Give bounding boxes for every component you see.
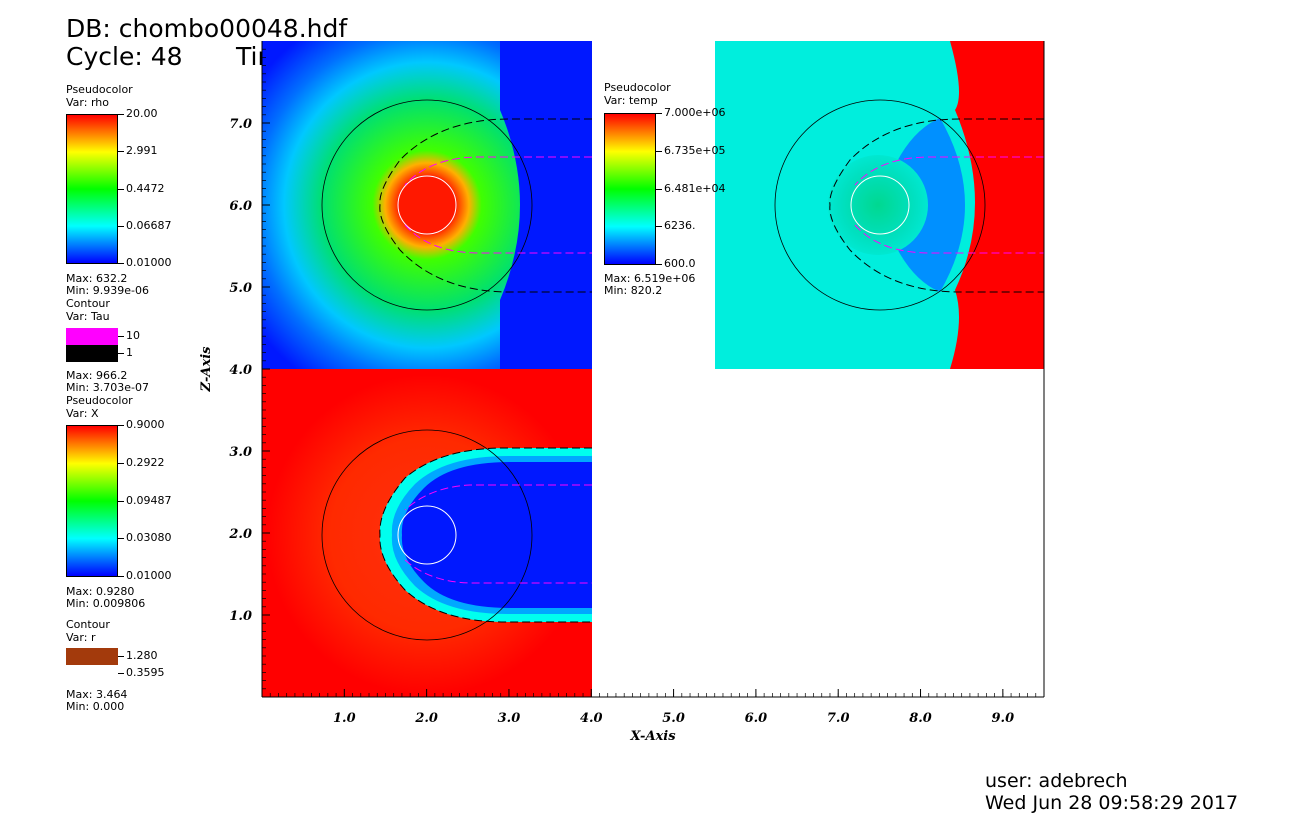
- colorbar-label: 6.735e+05: [664, 144, 726, 157]
- colorbar-tick: [118, 263, 124, 264]
- r-level-1280: 1.280: [126, 649, 158, 662]
- colorbar-label: 0.01000: [126, 569, 172, 582]
- colorbar-tick: [656, 151, 662, 152]
- colorbar-label: 20.00: [126, 107, 158, 120]
- colorbar-label: 0.9000: [126, 418, 165, 431]
- x-field: [262, 369, 592, 697]
- temp-field: [715, 41, 1044, 369]
- tau-legend-var: Var: Tau: [66, 310, 110, 323]
- date-label: Wed Jun 28 09:58:29 2017: [985, 792, 1239, 814]
- colorbar-tick: [118, 114, 124, 115]
- temp-colorbar: [604, 113, 656, 265]
- r-min: Min: 0.000: [66, 700, 125, 713]
- user-label: user: adebrech: [985, 770, 1128, 792]
- rho-legend-type: Pseudocolor: [66, 83, 133, 96]
- tau-legend-type: Contour: [66, 297, 110, 310]
- colorbar-label: 0.01000: [126, 256, 172, 269]
- colorbar-label: 6.481e+04: [664, 182, 726, 195]
- tau-min: Min: 3.703e-07: [66, 381, 149, 394]
- x-max: Max: 0.9280: [66, 585, 135, 598]
- rho-max: Max: 632.2: [66, 272, 128, 285]
- colorbar-label: 600.0: [664, 257, 696, 270]
- y-tick-label: 1.0: [229, 609, 252, 624]
- r-legend-var: Var: r: [66, 631, 96, 644]
- x-axis-ticks: 1.0 2.0 3.0 4.0 5.0 6.0 7.0 8.0 9.0: [333, 689, 1014, 726]
- colorbar-tick: [656, 113, 662, 114]
- rho-min: Min: 9.939e-06: [66, 284, 149, 297]
- x-tick-label: 2.0: [414, 711, 438, 726]
- tau-level-10: 10: [126, 329, 140, 342]
- colorbar-tick: [118, 151, 124, 152]
- x-tick-label: 9.0: [992, 711, 1015, 726]
- r-max: Max: 3.464: [66, 688, 128, 701]
- x-tick-label: 8.0: [909, 711, 932, 726]
- temp-min: Min: 820.2: [604, 284, 663, 297]
- x-colorbar: [66, 425, 118, 577]
- colorbar-label: 0.4472: [126, 182, 165, 195]
- tau-max: Max: 966.2: [66, 369, 128, 382]
- colorbar-label: 7.000e+06: [664, 106, 726, 119]
- x-legend-var: Var: X: [66, 407, 99, 420]
- colorbar-label: 0.09487: [126, 494, 172, 507]
- database-title: DB: chombo00048.hdf: [66, 14, 348, 43]
- y-axis-ticks: 1.0 2.0 3.0 4.0 5.0 6.0 7.0: [228, 117, 270, 624]
- tau-swatch-10: [66, 328, 118, 345]
- x-tick-label: 7.0: [827, 711, 850, 726]
- rho-legend-var: Var: rho: [66, 96, 109, 109]
- r-legend-type: Contour: [66, 618, 110, 631]
- y-tick-label: 3.0: [229, 445, 252, 460]
- x-tick-label: 1.0: [333, 711, 356, 726]
- temp-max: Max: 6.519e+06: [604, 272, 696, 285]
- y-tick-label: 7.0: [229, 117, 252, 132]
- colorbar-tick: [118, 226, 124, 227]
- r-swatch-1280: [66, 648, 118, 665]
- r-level-03595: 0.3595: [126, 666, 165, 679]
- colorbar-tick: [118, 576, 124, 577]
- rho-contours: [321, 99, 592, 311]
- rho-field: [262, 41, 592, 369]
- colorbar-label: 6236.: [664, 219, 696, 232]
- colorbar-tick: [118, 501, 124, 502]
- x-axis-title: X-Axis: [629, 729, 676, 744]
- temp-legend-var: Var: temp: [604, 94, 658, 107]
- rho-colorbar: [66, 114, 118, 264]
- y-tick-label: 4.0: [229, 363, 252, 378]
- temp-contours: [774, 99, 1044, 311]
- colorbar-tick: [656, 189, 662, 190]
- x-min: Min: 0.009806: [66, 597, 146, 610]
- colorbar-tick: [656, 264, 662, 265]
- colorbar-tick: [118, 538, 124, 539]
- minor-ticks: [262, 48, 1037, 697]
- x-contours: [321, 429, 592, 641]
- colorbar-tick: [118, 463, 124, 464]
- x-tick-label: 6.0: [745, 711, 768, 726]
- colorbar-label: 0.2922: [126, 456, 165, 469]
- y-tick-label: 2.0: [228, 527, 252, 542]
- x-tick-label: 3.0: [498, 711, 521, 726]
- colorbar-label: 0.06687: [126, 219, 172, 232]
- y-tick-label: 5.0: [229, 281, 252, 296]
- colorbar-tick: [656, 226, 662, 227]
- cycle-label: Cycle: 48: [66, 42, 183, 71]
- colorbar-tick: [118, 189, 124, 190]
- temp-legend-type: Pseudocolor: [604, 81, 671, 94]
- tau-level-1: 1: [126, 346, 133, 359]
- x-tick-label: 4.0: [580, 711, 603, 726]
- colorbar-label: 0.03080: [126, 531, 172, 544]
- x-tick-label: 5.0: [662, 711, 685, 726]
- colorbar-tick: [118, 425, 124, 426]
- tau-swatch-1: [66, 345, 118, 362]
- colorbar-label: 2.991: [126, 144, 158, 157]
- y-axis-title: Z-Axis: [199, 346, 214, 393]
- x-legend-type: Pseudocolor: [66, 394, 133, 407]
- y-tick-label: 6.0: [229, 199, 252, 214]
